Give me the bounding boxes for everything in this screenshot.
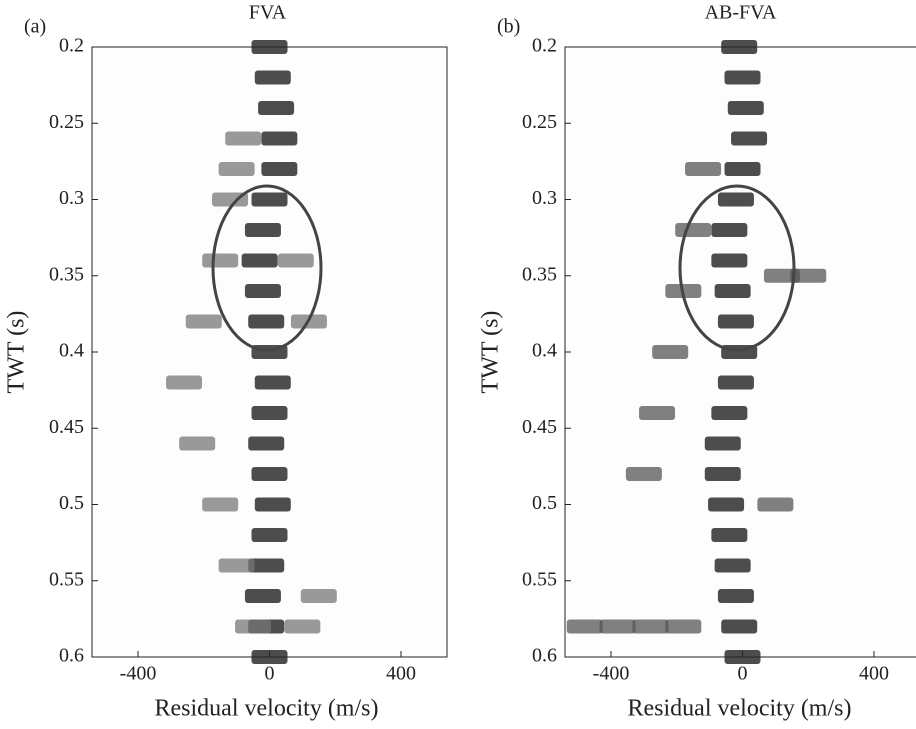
y-tick-label: 0.5 bbox=[59, 492, 84, 514]
highlight-ellipse bbox=[678, 184, 796, 352]
y-tick-label: 0.3 bbox=[532, 187, 557, 209]
intensity-blob bbox=[166, 375, 203, 390]
panel: 0.2 0.25 0.3 0.35 0.4 0.45 0.5 0.55 0.6 -400 0 400 F… bbox=[4, 2, 448, 722]
intensity-blob bbox=[714, 558, 751, 573]
intensity-blob bbox=[757, 497, 794, 512]
y-tick-label: 0.2 bbox=[59, 35, 84, 57]
y-tick-label: 0.2 bbox=[532, 35, 557, 57]
intensity-blob bbox=[218, 558, 255, 573]
highlight-ellipse bbox=[211, 184, 323, 352]
intensity-blob bbox=[652, 345, 689, 359]
y-axis-label: TWT (s) bbox=[478, 311, 504, 394]
y-tick-label: 0.4 bbox=[59, 340, 84, 362]
intensity-blob bbox=[625, 467, 662, 481]
intensity-blob bbox=[241, 253, 278, 268]
y-tick-label: 0.5 bbox=[532, 492, 557, 514]
intensity-blob bbox=[704, 467, 741, 481]
intensity-blob bbox=[599, 619, 636, 634]
intensity-blob bbox=[566, 619, 603, 634]
intensity-blob bbox=[251, 406, 288, 420]
intensity-blob bbox=[235, 619, 272, 634]
intensity-blob bbox=[179, 436, 216, 451]
intensity-blob bbox=[731, 131, 768, 146]
intensity-blob bbox=[711, 253, 748, 268]
intensity-blob bbox=[727, 101, 764, 115]
intensity-blob bbox=[248, 436, 285, 451]
y-tick-label: 0.6 bbox=[532, 645, 557, 667]
intensity-blob bbox=[202, 497, 239, 512]
chart-title: AB-FVA bbox=[705, 2, 777, 24]
chart-title: FVA bbox=[249, 2, 287, 24]
y-tick-label: 0.4 bbox=[532, 340, 557, 362]
intensity-blob bbox=[225, 131, 262, 146]
y-tick-label: 0.55 bbox=[49, 568, 84, 590]
intensity-blob bbox=[724, 70, 761, 85]
intensity-blob bbox=[277, 253, 314, 268]
intensity-blob bbox=[202, 253, 239, 268]
x-tick-label: -400 bbox=[120, 663, 157, 685]
intensity-blob bbox=[717, 375, 754, 390]
y-tick-label: 0.3 bbox=[59, 187, 84, 209]
panel: 0.2 0.25 0.3 0.35 0.4 0.45 0.5 0.55 0.6 -400 0 400 A… bbox=[478, 2, 916, 722]
intensity-blob bbox=[244, 589, 281, 603]
x-tick-label: 0 bbox=[265, 663, 275, 685]
intensity-blob bbox=[254, 375, 291, 390]
intensity-blob bbox=[261, 162, 298, 176]
x-tick-label: 400 bbox=[859, 663, 889, 685]
intensity-blob bbox=[717, 192, 754, 207]
y-tick-label: 0.25 bbox=[522, 111, 557, 133]
x-tick-label: 400 bbox=[386, 663, 416, 685]
y-tick-label: 0.6 bbox=[59, 645, 84, 667]
intensity-blob bbox=[632, 619, 669, 634]
intensity-blob bbox=[261, 131, 298, 146]
intensity-blob bbox=[711, 406, 748, 420]
intensity-blob bbox=[251, 528, 288, 542]
y-tick-label: 0.35 bbox=[522, 263, 557, 285]
intensity-blob bbox=[724, 162, 761, 176]
intensity-blob bbox=[244, 284, 281, 298]
intensity-blob bbox=[665, 619, 702, 634]
panel-label: (b) bbox=[497, 16, 520, 38]
intensity-blob bbox=[248, 314, 285, 329]
intensity-blob bbox=[300, 589, 337, 603]
y-tick-label: 0.45 bbox=[522, 416, 557, 438]
intensity-blob bbox=[704, 436, 741, 451]
intensity-blob bbox=[675, 223, 712, 237]
intensity-blob bbox=[218, 162, 255, 176]
y-tick-label: 0.25 bbox=[49, 111, 84, 133]
intensity-blob bbox=[251, 192, 288, 207]
intensity-blob bbox=[717, 314, 754, 329]
intensity-blob bbox=[721, 619, 758, 634]
intensity-blob bbox=[258, 101, 295, 115]
x-axis-label: Residual velocity (m/s) bbox=[628, 696, 852, 722]
y-tick-label: 0.45 bbox=[49, 416, 84, 438]
y-axis-label: TWT (s) bbox=[4, 311, 30, 394]
intensity-blob bbox=[251, 467, 288, 481]
intensity-blob bbox=[685, 162, 722, 176]
x-tick-label: -400 bbox=[593, 663, 630, 685]
x-axis-label: Residual velocity (m/s) bbox=[155, 696, 379, 722]
intensity-blob bbox=[790, 268, 827, 283]
intensity-blob bbox=[244, 223, 281, 237]
intensity-blob bbox=[254, 70, 291, 85]
intensity-blob bbox=[714, 284, 751, 298]
y-tick-label: 0.55 bbox=[522, 568, 557, 590]
intensity-blob bbox=[254, 497, 291, 512]
y-tick-label: 0.35 bbox=[49, 263, 84, 285]
panel-label: (a) bbox=[24, 16, 46, 38]
intensity-blob bbox=[708, 497, 745, 512]
x-tick-label: 0 bbox=[738, 663, 748, 685]
intensity-blob bbox=[711, 223, 748, 237]
intensity-blob bbox=[639, 406, 676, 420]
intensity-blob bbox=[711, 528, 748, 542]
intensity-blob bbox=[284, 619, 321, 634]
intensity-blob bbox=[248, 558, 285, 573]
intensity-blob bbox=[185, 314, 222, 329]
intensity-blob bbox=[717, 589, 754, 603]
